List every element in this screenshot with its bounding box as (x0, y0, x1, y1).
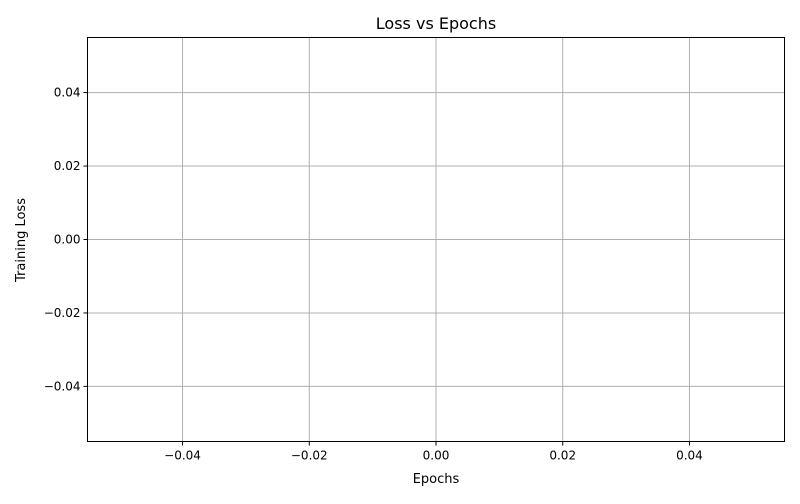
x-tick-label: −0.04 (164, 449, 201, 463)
x-tick-label: 0.04 (676, 449, 703, 463)
y-tick-label: 0.04 (54, 86, 81, 100)
y-tick-label: −0.02 (44, 306, 81, 320)
x-tick-label: −0.02 (291, 449, 328, 463)
x-axis-ticks: −0.04 −0.02 0.00 0.02 0.04 (164, 441, 703, 463)
chart-title: Loss vs Epochs (376, 14, 496, 33)
y-tick-label: −0.04 (44, 379, 81, 393)
x-axis-label: Epochs (413, 472, 460, 487)
y-axis-label: Training Loss (14, 198, 29, 283)
y-axis-ticks: −0.04 −0.02 0.00 0.02 0.04 (44, 86, 88, 393)
y-tick-label: 0.02 (54, 159, 81, 173)
x-tick-label: 0.00 (423, 449, 450, 463)
y-tick-label: 0.00 (54, 233, 81, 247)
x-tick-label: 0.02 (549, 449, 576, 463)
grid-layer (87, 37, 785, 442)
